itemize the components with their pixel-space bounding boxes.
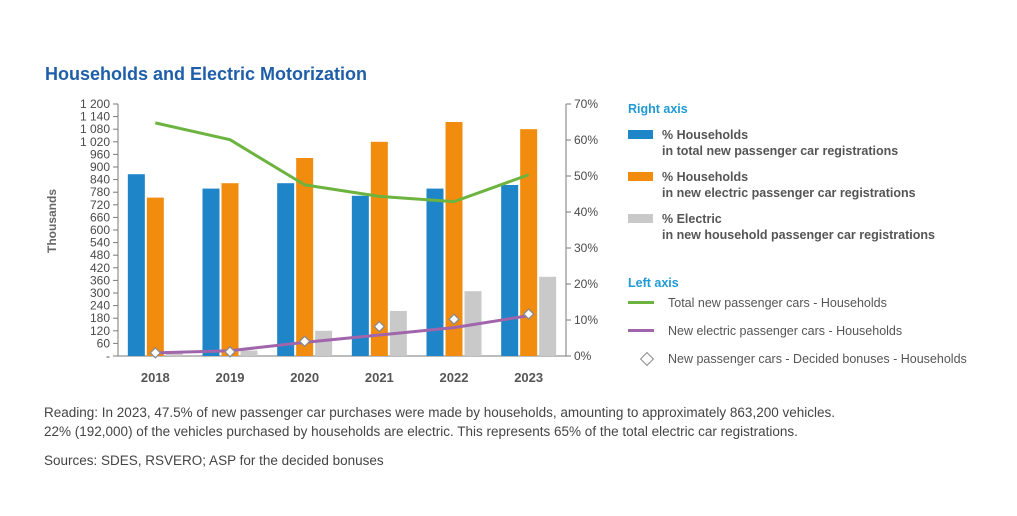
left-tick-label: 840 <box>90 173 110 187</box>
bonus-diamond-marker <box>149 346 162 359</box>
households-total-bar <box>501 185 519 356</box>
households-total-bar <box>277 183 295 356</box>
left-tick-label: 780 <box>90 185 110 199</box>
left-tick-label: 300 <box>90 286 110 300</box>
households-electric-bar <box>520 129 538 356</box>
right-tick-label: 10% <box>574 313 598 327</box>
orange-bar-swatch <box>628 172 653 181</box>
bonus-diamond-marker <box>224 345 236 358</box>
left-tick-label: 960 <box>90 147 110 161</box>
legend-label: % Households <box>662 170 749 184</box>
legend-label: Total new passenger cars - Households <box>668 296 887 310</box>
chart-title: Households and Electric Motorization <box>45 64 368 84</box>
left-tick-label: - <box>106 349 110 363</box>
legend-label: % Households <box>662 128 749 142</box>
left-tick-label: 1 200 <box>80 97 110 111</box>
households-total-bar <box>351 195 369 356</box>
left-tick-label: 1 080 <box>80 122 110 136</box>
right-tick-label: 30% <box>574 241 598 255</box>
right-tick-label: 40% <box>574 205 598 219</box>
chart-legend: Right axis % Households in total new pas… <box>628 100 1008 380</box>
x-tick-label: 2021 <box>365 370 394 385</box>
green-line-swatch <box>628 301 654 304</box>
electric-share-bar <box>165 352 183 356</box>
households-electric-bar <box>445 122 463 356</box>
left-tick-label: 120 <box>90 324 110 338</box>
legend-label: New electric passenger cars - Households <box>668 324 903 338</box>
households-total-bar <box>426 188 444 356</box>
bonus-diamond-marker <box>522 308 535 320</box>
reading-note-line-1: Reading: In 2023, 47.5% of new passenger… <box>44 405 835 420</box>
x-tick-label: 2022 <box>440 370 469 385</box>
electric-cars-line <box>155 314 529 355</box>
left-tick-label: 420 <box>90 261 110 275</box>
total-cars-line <box>155 121 530 204</box>
legend-label-sub: in new electric passenger car registrati… <box>662 186 916 200</box>
bonus-diamond-marker <box>373 320 386 333</box>
bonus-diamond-marker <box>448 313 460 326</box>
electric-share-bar <box>240 350 258 356</box>
right-tick-label: 0% <box>574 349 592 363</box>
left-tick-label: 360 <box>90 273 110 287</box>
left-tick-label: 540 <box>90 236 110 250</box>
diamond-marker-swatch <box>639 351 655 367</box>
left-tick-label: 240 <box>90 299 110 313</box>
legend-label: % Electric <box>662 212 722 226</box>
blue-bar-swatch <box>628 130 653 139</box>
households-electric-bar <box>146 197 164 356</box>
x-tick-label: 2020 <box>290 370 319 385</box>
households-electric-bar <box>296 158 314 356</box>
sources-note: Sources: SDES, RSVERO; ASP for the decid… <box>44 453 384 468</box>
legend-left-axis-heading: Left axis <box>628 276 679 290</box>
bonus-diamond-marker <box>298 335 311 348</box>
left-tick-label: 900 <box>90 160 110 174</box>
legend-label-sub: in new household passenger car registrat… <box>662 228 935 242</box>
right-tick-label: 70% <box>574 97 598 111</box>
x-tick-label: 2019 <box>216 370 245 385</box>
households-total-bar <box>202 188 220 356</box>
legend-label-sub: in total new passenger car registrations <box>662 144 899 158</box>
electric-share-bar <box>539 276 557 356</box>
left-tick-label: 600 <box>90 223 110 237</box>
reading-note-line-2: 22% (192,000) of the vehicles purchased … <box>44 424 798 439</box>
purple-line-swatch <box>628 329 654 332</box>
households-electric-bar <box>221 183 239 356</box>
legend-right-axis-heading: Right axis <box>628 102 688 116</box>
x-tick-label: 2018 <box>141 370 170 385</box>
left-tick-label: 1 140 <box>80 110 110 124</box>
left-tick-label: 720 <box>90 198 110 212</box>
left-tick-label: 60 <box>97 336 111 350</box>
left-tick-label: 180 <box>90 311 110 325</box>
left-tick-label: 480 <box>90 248 110 262</box>
legend-label: New passenger cars - Decided bonuses - H… <box>668 352 967 366</box>
left-axis-label: Thousands <box>45 189 59 253</box>
x-tick-label: 2023 <box>514 370 543 385</box>
electric-share-bar <box>315 330 333 356</box>
right-tick-label: 50% <box>574 169 598 183</box>
gray-bar-swatch <box>628 214 653 223</box>
left-tick-label: 1 020 <box>80 135 110 149</box>
households-total-bar <box>127 174 145 356</box>
right-tick-label: 60% <box>574 133 598 147</box>
left-tick-label: 660 <box>90 210 110 224</box>
right-tick-label: 20% <box>574 277 598 291</box>
